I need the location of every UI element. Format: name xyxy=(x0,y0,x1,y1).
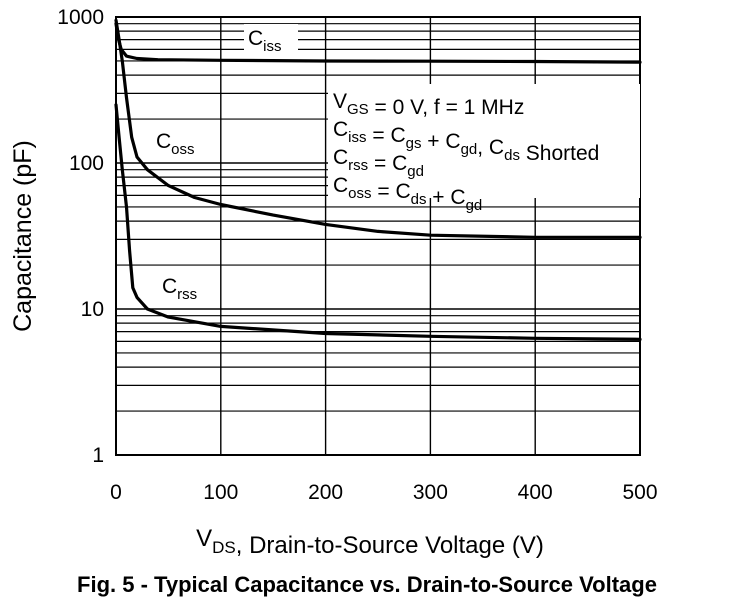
x-tick-label: 400 xyxy=(518,481,553,504)
x-tick-label: 100 xyxy=(203,481,238,504)
x-axis-label: VDS, Drain-to-Source Voltage (V) xyxy=(196,525,544,559)
annotation-line: VGS = 0 V, f = 1 MHz xyxy=(333,90,524,119)
annotation-line: Coss = Cds + Cgd xyxy=(333,174,482,214)
figure-caption: Fig. 5 - Typical Capacitance vs. Drain-t… xyxy=(77,572,657,597)
y-tick-label: 1000 xyxy=(57,6,104,29)
annotation-box xyxy=(328,84,640,198)
x-tick-label: 500 xyxy=(622,481,657,504)
x-tick-label: 300 xyxy=(413,481,448,504)
series-label-coss: Coss xyxy=(156,130,195,158)
capacitance-chart: 0 100 200 300 400 500 1 10 100 1000 Capacitance (p… xyxy=(9,6,658,559)
series-label-ciss: Ciss xyxy=(248,27,282,55)
y-tick-label: 100 xyxy=(69,152,104,175)
x-tick-label: 200 xyxy=(308,481,343,504)
x-tick-label: 0 xyxy=(110,481,122,504)
annotation-line: Crss = Cgd xyxy=(333,146,424,180)
coss-curve xyxy=(114,18,642,239)
y-axis-label: Capacitance (pF) xyxy=(9,140,37,332)
series-label-background xyxy=(244,24,298,54)
y-tick-label: 1 xyxy=(92,444,104,467)
annotation-line: Ciss = Cgs + Cgd, Cds Shorted xyxy=(333,118,599,165)
ciss-curve xyxy=(114,22,642,64)
crss-curve xyxy=(114,103,642,341)
series-label-crss: Crss xyxy=(162,275,197,303)
y-tick-label: 10 xyxy=(81,298,104,321)
